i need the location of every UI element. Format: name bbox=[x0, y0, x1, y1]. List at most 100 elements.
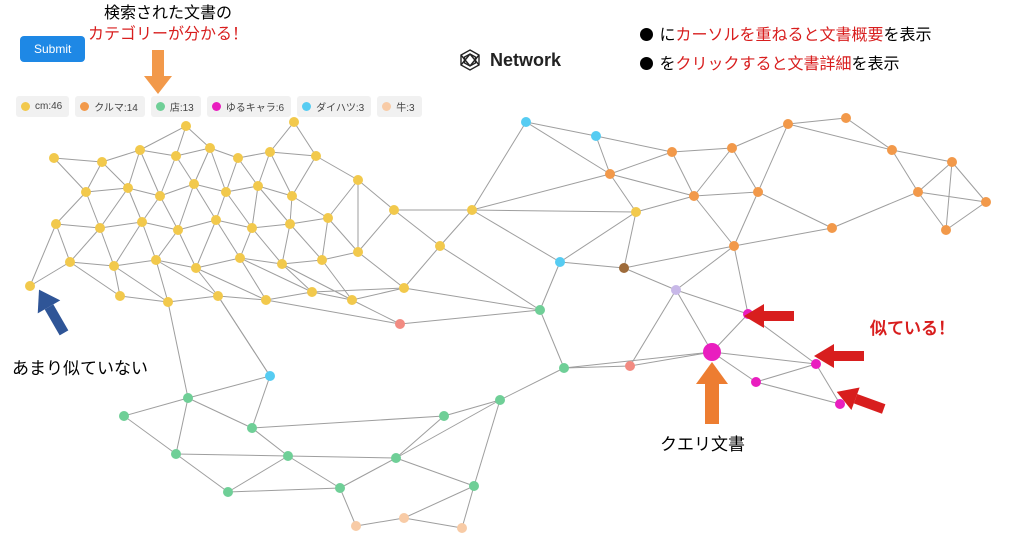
graph-node[interactable] bbox=[223, 487, 233, 497]
graph-node[interactable] bbox=[173, 225, 183, 235]
graph-node[interactable] bbox=[729, 241, 739, 251]
graph-node[interactable] bbox=[123, 183, 133, 193]
graph-node[interactable] bbox=[25, 281, 35, 291]
graph-node[interactable] bbox=[317, 255, 327, 265]
graph-node[interactable] bbox=[221, 187, 231, 197]
graph-node[interactable] bbox=[265, 147, 275, 157]
graph-node[interactable] bbox=[435, 241, 445, 251]
graph-node[interactable] bbox=[183, 393, 193, 403]
graph-node[interactable] bbox=[311, 151, 321, 161]
graph-node[interactable] bbox=[95, 223, 105, 233]
graph-node[interactable] bbox=[399, 283, 409, 293]
graph-node[interactable] bbox=[189, 179, 199, 189]
graph-node[interactable] bbox=[671, 285, 681, 295]
legend-item: cm:46 bbox=[16, 96, 69, 117]
graph-node[interactable] bbox=[631, 207, 641, 217]
graph-node[interactable] bbox=[467, 205, 477, 215]
network-graph bbox=[0, 0, 1024, 538]
graph-node[interactable] bbox=[887, 145, 897, 155]
graph-node[interactable] bbox=[827, 223, 837, 233]
legend-item: ゆるキャラ:6 bbox=[207, 96, 291, 117]
graph-node[interactable] bbox=[389, 205, 399, 215]
graph-node[interactable] bbox=[181, 121, 191, 131]
submit-button[interactable]: Submit bbox=[20, 36, 85, 62]
graph-node[interactable] bbox=[277, 259, 287, 269]
graph-node[interactable] bbox=[811, 359, 821, 369]
graph-node[interactable] bbox=[521, 117, 531, 127]
graph-node[interactable] bbox=[213, 291, 223, 301]
graph-node[interactable] bbox=[253, 181, 263, 191]
graph-node[interactable] bbox=[689, 191, 699, 201]
graph-node[interactable] bbox=[137, 217, 147, 227]
graph-node[interactable] bbox=[307, 287, 317, 297]
graph-node[interactable] bbox=[913, 187, 923, 197]
graph-node[interactable] bbox=[163, 297, 173, 307]
graph-node[interactable] bbox=[285, 219, 295, 229]
graph-node[interactable] bbox=[619, 263, 629, 273]
graph-node[interactable] bbox=[119, 411, 129, 421]
graph-node[interactable] bbox=[395, 319, 405, 329]
graph-node[interactable] bbox=[353, 247, 363, 257]
graph-node[interactable] bbox=[469, 481, 479, 491]
graph-node[interactable] bbox=[171, 151, 181, 161]
graph-node[interactable] bbox=[667, 147, 677, 157]
graph-node[interactable] bbox=[743, 309, 753, 319]
graph-node[interactable] bbox=[605, 169, 615, 179]
graph-node[interactable] bbox=[265, 371, 275, 381]
top-annotation: 検索された文書の カテゴリーが分かる！ bbox=[88, 4, 248, 46]
legend-item: ダイハツ:3 bbox=[297, 96, 371, 117]
graph-node[interactable] bbox=[211, 215, 221, 225]
graph-node[interactable] bbox=[289, 117, 299, 127]
graph-node[interactable] bbox=[233, 153, 243, 163]
graph-node[interactable] bbox=[555, 257, 565, 267]
graph-node[interactable] bbox=[751, 377, 761, 387]
network-title: Network bbox=[458, 48, 561, 72]
graph-node[interactable] bbox=[247, 223, 257, 233]
graph-node[interactable] bbox=[783, 119, 793, 129]
graph-node[interactable] bbox=[625, 361, 635, 371]
graph-node[interactable] bbox=[247, 423, 257, 433]
graph-node[interactable] bbox=[115, 291, 125, 301]
graph-node[interactable] bbox=[399, 513, 409, 523]
graph-node[interactable] bbox=[191, 263, 201, 273]
dot-icon bbox=[640, 28, 653, 41]
graph-node[interactable] bbox=[351, 521, 361, 531]
graph-node[interactable] bbox=[171, 449, 181, 459]
graph-node[interactable] bbox=[323, 213, 333, 223]
graph-node[interactable] bbox=[753, 187, 763, 197]
graph-node[interactable] bbox=[835, 399, 845, 409]
graph-node[interactable] bbox=[155, 191, 165, 201]
graph-node[interactable] bbox=[335, 483, 345, 493]
graph-node[interactable] bbox=[81, 187, 91, 197]
graph-node[interactable] bbox=[703, 343, 721, 361]
graph-node[interactable] bbox=[287, 191, 297, 201]
graph-node[interactable] bbox=[591, 131, 601, 141]
graph-node[interactable] bbox=[439, 411, 449, 421]
graph-node[interactable] bbox=[97, 157, 107, 167]
graph-node[interactable] bbox=[391, 453, 401, 463]
graph-node[interactable] bbox=[353, 175, 363, 185]
graph-node[interactable] bbox=[235, 253, 245, 263]
graph-node[interactable] bbox=[457, 523, 467, 533]
graph-node[interactable] bbox=[261, 295, 271, 305]
graph-node[interactable] bbox=[135, 145, 145, 155]
graph-node[interactable] bbox=[941, 225, 951, 235]
graph-node[interactable] bbox=[495, 395, 505, 405]
graph-node[interactable] bbox=[205, 143, 215, 153]
graph-node[interactable] bbox=[981, 197, 991, 207]
graph-node[interactable] bbox=[109, 261, 119, 271]
graph-node[interactable] bbox=[347, 295, 357, 305]
legend-label: 牛:3 bbox=[396, 99, 414, 114]
graph-node[interactable] bbox=[283, 451, 293, 461]
right-annotation: にカーソルを重ねると文書概要を表示 をクリックすると文書詳細を表示 bbox=[640, 22, 932, 80]
graph-node[interactable] bbox=[51, 219, 61, 229]
graph-node[interactable] bbox=[727, 143, 737, 153]
legend-label: cm:46 bbox=[35, 101, 62, 112]
graph-node[interactable] bbox=[535, 305, 545, 315]
graph-node[interactable] bbox=[49, 153, 59, 163]
graph-node[interactable] bbox=[65, 257, 75, 267]
graph-node[interactable] bbox=[841, 113, 851, 123]
graph-node[interactable] bbox=[947, 157, 957, 167]
graph-node[interactable] bbox=[559, 363, 569, 373]
graph-node[interactable] bbox=[151, 255, 161, 265]
